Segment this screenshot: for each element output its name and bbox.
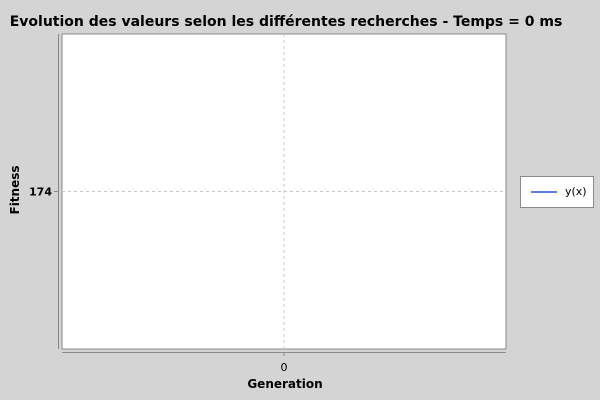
y-tick-label: 174	[29, 186, 52, 199]
legend-line-swatch	[531, 191, 557, 193]
x-tick-label: 0	[281, 361, 288, 374]
x-axis-label: Generation	[247, 377, 323, 391]
axis-ticks: 0 174	[29, 186, 287, 375]
legend: y(x)	[520, 176, 594, 208]
chart-title: Evolution des valeurs selon les différen…	[9, 14, 563, 30]
y-axis-label: Fitness	[8, 165, 22, 215]
legend-label: y(x)	[565, 185, 587, 198]
grid-lines	[62, 34, 506, 349]
